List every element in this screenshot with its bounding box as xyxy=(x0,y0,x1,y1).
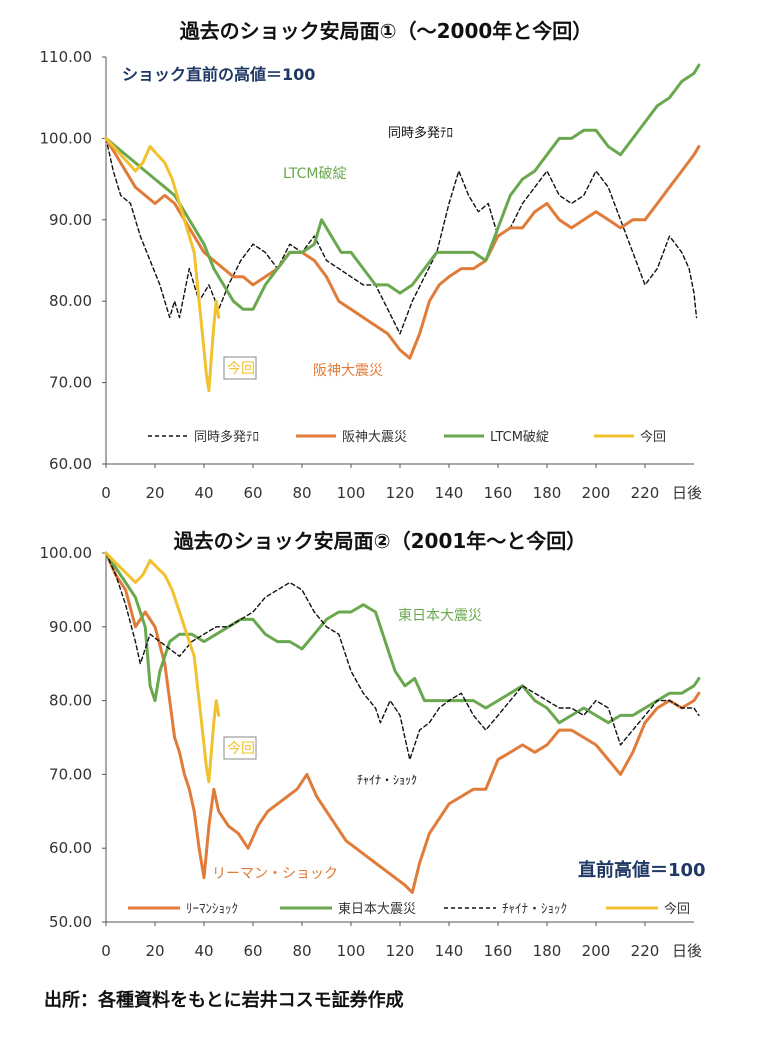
chart-2-title: 過去のショック安局面②（2001年～と今回） xyxy=(174,529,587,553)
series-line-4 xyxy=(104,136,221,393)
series-line-2 xyxy=(104,551,701,725)
y-tick-label: 60.00 xyxy=(49,455,92,473)
series-line-3 xyxy=(104,63,701,311)
annotation-hanshin: 阪神大震災 xyxy=(313,363,383,379)
x-tick-label: 60 xyxy=(243,484,262,502)
chart-1: 過去のショック安局面①（～2000年と今回） 日後 60.00 70.00 80.0… xyxy=(40,19,703,502)
x-tick-label: 160 xyxy=(484,942,513,960)
y-tick-label: 80.00 xyxy=(49,692,92,710)
series-line-1 xyxy=(105,137,698,335)
y-tick-label: 70.00 xyxy=(49,374,92,392)
chart-2: 過去のショック安局面②（2001年～と今回） 日後 50.00 60.00 70.0… xyxy=(40,529,706,960)
y-tick-label: 100.00 xyxy=(40,544,93,562)
legend-label: 東日本大震災 xyxy=(338,901,416,917)
annotation-current-box-2 xyxy=(223,736,257,760)
x-tick-label: 180 xyxy=(533,484,562,502)
annotation-current: 今回 xyxy=(227,361,255,377)
chart-2-note: 直前高値＝100 xyxy=(578,859,706,881)
series-line-1 xyxy=(104,551,701,894)
y-tick-label: 90.00 xyxy=(49,618,92,636)
legend-label: 今回 xyxy=(640,429,666,445)
series-line-4 xyxy=(104,551,221,784)
x-tick-label: 120 xyxy=(386,484,415,502)
legend-label: LTCM破綻 xyxy=(490,430,549,445)
legend-label: 阪神大震災 xyxy=(342,430,407,445)
y-tick-label: 70.00 xyxy=(49,765,92,783)
x-tick-label: 100 xyxy=(337,942,366,960)
chart-1-title: 過去のショック安局面①（～2000年と今回） xyxy=(180,19,593,43)
x-tick-label: 20 xyxy=(145,942,164,960)
x-tick-label: 60 xyxy=(243,942,262,960)
x-tick-label: 120 xyxy=(386,942,415,960)
x-tick-label: 20 xyxy=(145,484,164,502)
y-tick-label: 100.00 xyxy=(40,129,93,147)
x-tick-label: 40 xyxy=(194,942,213,960)
annotation-ltcm: LTCM破綻 xyxy=(283,166,346,182)
x-tick-label: 160 xyxy=(484,484,513,502)
x-tick-label: 0 xyxy=(101,942,111,960)
y-tick-label: 50.00 xyxy=(49,913,92,931)
annotation-current-box xyxy=(223,356,257,380)
y-tick-label: 110.00 xyxy=(40,48,93,66)
annotation-china: ﾁｬｲﾅ・ｼｮｯｸ xyxy=(357,773,417,787)
x-tick-label: 140 xyxy=(435,484,464,502)
annotation-lehman: リーマン・ショック xyxy=(212,866,338,882)
x-tick-label: 0 xyxy=(101,484,111,502)
y-tick-label: 60.00 xyxy=(49,839,92,857)
annotation-current-2: 今回 xyxy=(227,741,255,757)
x-tick-label: 40 xyxy=(194,484,213,502)
legend-label: 同時多発ﾃﾛ xyxy=(194,429,259,445)
legend-label: ﾁｬｲﾅ・ｼｮｯｸ xyxy=(502,902,567,917)
annotation-terror: 同時多発ﾃﾛ xyxy=(388,125,453,141)
x-tick-label: 220 xyxy=(631,942,660,960)
chart-1-x-unit: 日後 xyxy=(672,484,702,502)
y-tick-label: 80.00 xyxy=(49,292,92,310)
series-line-2 xyxy=(104,136,701,360)
x-tick-label: 140 xyxy=(435,942,464,960)
legend-label: 今回 xyxy=(664,901,690,917)
x-tick-label: 220 xyxy=(631,484,660,502)
x-tick-label: 80 xyxy=(292,942,311,960)
x-tick-label: 180 xyxy=(533,942,562,960)
x-tick-label: 100 xyxy=(337,484,366,502)
chart-1-note: ショック直前の高値＝100 xyxy=(122,65,315,84)
chart-2-x-unit: 日後 xyxy=(672,942,702,960)
x-tick-label: 200 xyxy=(582,484,611,502)
source-note: 出所：各種資料をもとに岩井コスモ証券作成 xyxy=(44,990,404,1011)
legend-label: ﾘｰﾏﾝｼｮｯｸ xyxy=(186,902,238,917)
x-tick-label: 200 xyxy=(582,942,611,960)
y-tick-label: 90.00 xyxy=(49,211,92,229)
annotation-tohoku: 東日本大震災 xyxy=(398,608,482,624)
x-tick-label: 80 xyxy=(292,484,311,502)
